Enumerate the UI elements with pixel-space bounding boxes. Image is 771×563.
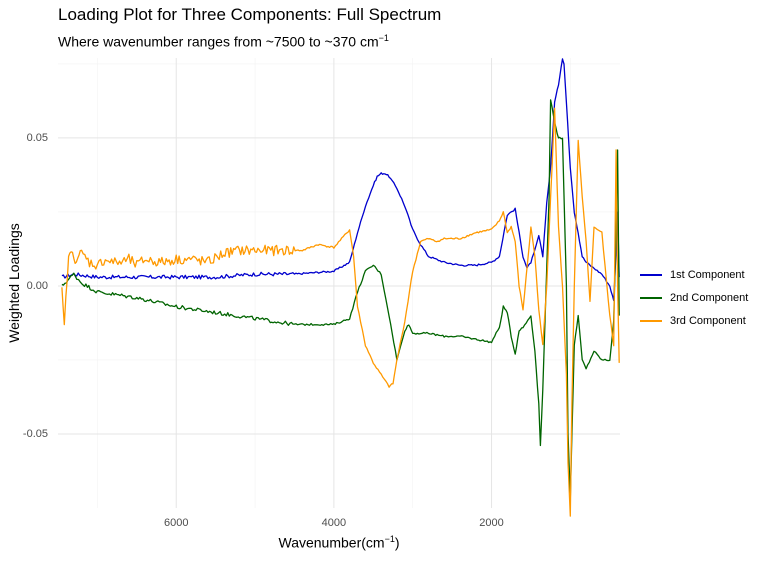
x-tick-label: 6000 [163,517,189,529]
x-tick-label: 2000 [479,517,504,529]
series-layer [61,58,620,517]
legend-label: 2nd Component [670,291,749,304]
legend-key [640,319,662,322]
series-line-2 [61,99,620,500]
grid-major [58,58,620,508]
legend-label: 1st Component [670,268,745,281]
legend-key [640,296,662,299]
legend-key [640,273,662,276]
legend-item: 2nd Component [640,286,748,309]
grid-minor [58,58,620,508]
y-axis-label: Weighted Loadings [6,223,22,343]
series-line-3 [61,107,620,517]
subtitle-text: Where wavenumber ranges from ~7500 to ~3… [58,33,379,50]
x-tick-label: 4000 [321,517,347,529]
legend: 1st Component 2nd Component 3rd Component [640,263,748,332]
x-axis-label-text: Wavenumber(cm [278,534,385,551]
series-line-1 [61,58,620,302]
legend-item: 1st Component [640,263,748,286]
chart-title: Loading Plot for Three Components: Full … [58,5,442,24]
y-tick-label: 0.05 [26,131,48,144]
y-tick-label: 0.00 [26,279,48,292]
chart-subtitle: Where wavenumber ranges from ~7500 to ~3… [58,33,389,50]
legend-label: 3rd Component [670,314,746,327]
x-axis-label-superscript: −1 [384,534,395,544]
x-axis-label-end: ) [394,534,400,551]
x-axis-label: Wavenumber(cm−1) [58,534,620,551]
y-tick-label: -0.05 [22,427,48,440]
subtitle-superscript: −1 [378,33,389,43]
legend-item: 3rd Component [640,309,748,332]
